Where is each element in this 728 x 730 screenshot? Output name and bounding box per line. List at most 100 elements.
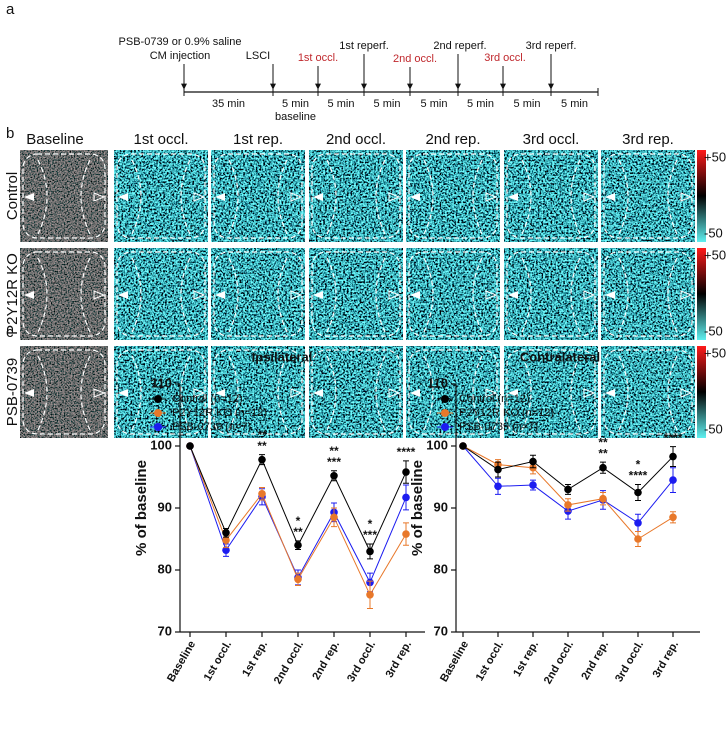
arrowhead (290, 192, 303, 202)
data-point (599, 463, 607, 472)
chart-title: Contralateral (520, 349, 600, 364)
arrowhead (508, 291, 518, 299)
significance-label: ** (257, 439, 267, 453)
legend-marker (441, 395, 449, 403)
colorbar-label: +50 (704, 247, 726, 262)
arrowhead (508, 389, 518, 397)
event-label: PSB-0739 or 0.9% saline (119, 36, 242, 48)
lsci-image (406, 150, 500, 242)
interval-label: 5 min (467, 98, 494, 110)
interval-label: 5 min (282, 98, 309, 110)
y-tick-label: 110 (151, 375, 172, 390)
arrowhead (93, 192, 106, 202)
arrowhead (215, 389, 225, 397)
y-tick-label: 110 (427, 375, 448, 390)
arrowhead (313, 193, 323, 201)
lsci-image (114, 248, 208, 340)
x-tick-label: 2nd occl. (542, 639, 576, 686)
x-tick-label: 1st rep. (240, 639, 270, 679)
colorbar-label: -50 (704, 323, 723, 338)
x-tick-label: Baseline (438, 639, 471, 684)
arrowhead (313, 389, 323, 397)
arrowhead (485, 290, 498, 300)
lsci-image (406, 346, 500, 438)
x-tick-label: Baseline (165, 639, 198, 684)
lsci-image (20, 248, 108, 340)
data-point (258, 455, 266, 464)
legend-label: P2Y12R KO (n=12) (172, 407, 267, 419)
event-label: 2nd reperf. (433, 40, 486, 52)
arrowhead (215, 291, 225, 299)
arrowhead (485, 388, 498, 398)
lsci-image (601, 150, 695, 242)
arrowhead (508, 193, 518, 201)
data-point (564, 501, 572, 509)
arrowhead (680, 192, 693, 202)
event-label: 3rd occl. (484, 52, 526, 64)
column-header: 3rd rep. (622, 131, 674, 148)
data-point (494, 482, 502, 491)
data-point (366, 591, 374, 599)
x-tick-label: 2nd rep. (310, 639, 342, 682)
legend-marker (441, 423, 449, 431)
data-point (494, 465, 502, 474)
data-point (634, 519, 642, 527)
interval-label: baseline (275, 111, 316, 123)
panel-label: b (6, 125, 14, 142)
image-outline (22, 153, 106, 239)
lsci-image (211, 346, 305, 438)
arrowhead (410, 193, 420, 201)
arrowhead (680, 388, 693, 398)
arrowhead (605, 291, 615, 299)
x-tick-label: 3rd rep. (651, 639, 682, 680)
y-tick-label: 70 (158, 623, 172, 638)
arrowhead (388, 388, 401, 398)
event-label: 3rd reperf. (526, 40, 577, 52)
y-axis-label: % of baseline (409, 460, 426, 556)
arrowhead (290, 388, 303, 398)
lsci-image (114, 150, 208, 242)
x-tick-label: 1st occl. (202, 639, 234, 683)
arrowhead (313, 291, 323, 299)
panel-label: a (6, 1, 15, 18)
y-tick-label: 90 (434, 499, 448, 514)
arrowhead (93, 388, 106, 398)
significance-label: ** (598, 446, 608, 460)
significance-label: ** (329, 444, 339, 458)
interval-label: 5 min (328, 98, 355, 110)
data-point (186, 442, 194, 450)
colorbar-label: -50 (704, 421, 723, 436)
significance-label: * (368, 517, 373, 531)
data-point (634, 488, 642, 497)
significance-label: ** (598, 435, 608, 449)
legend-label: PSB-0739 (n=7) (172, 421, 251, 433)
data-point (634, 535, 642, 543)
data-point (402, 493, 410, 502)
colorbar (697, 248, 706, 340)
significance-label: *** (327, 455, 341, 469)
colorbar-label: -50 (704, 225, 723, 240)
interval-label: 5 min (421, 98, 448, 110)
colorbar (697, 346, 706, 438)
lsci-image (211, 248, 305, 340)
event-label: 2nd occl. (393, 53, 437, 65)
arrowhead (118, 389, 128, 397)
arrowhead (24, 291, 34, 299)
x-tick-label: 3rd rep. (384, 639, 415, 680)
data-point (330, 471, 338, 480)
x-tick-label: 2nd rep. (579, 639, 611, 682)
lsci-image (20, 150, 108, 242)
interval-label: 5 min (561, 98, 588, 110)
interval-label: 35 min (212, 98, 245, 110)
significance-label: ** (293, 525, 303, 539)
y-tick-label: 70 (434, 623, 448, 638)
lsci-image (504, 248, 598, 340)
significance-label: *** (363, 528, 377, 542)
data-point (669, 452, 677, 461)
y-tick-label: 100 (150, 437, 172, 452)
significance-label: * (636, 458, 641, 472)
legend-marker (154, 409, 162, 417)
lsci-image (309, 248, 403, 340)
lsci-image (601, 248, 695, 340)
